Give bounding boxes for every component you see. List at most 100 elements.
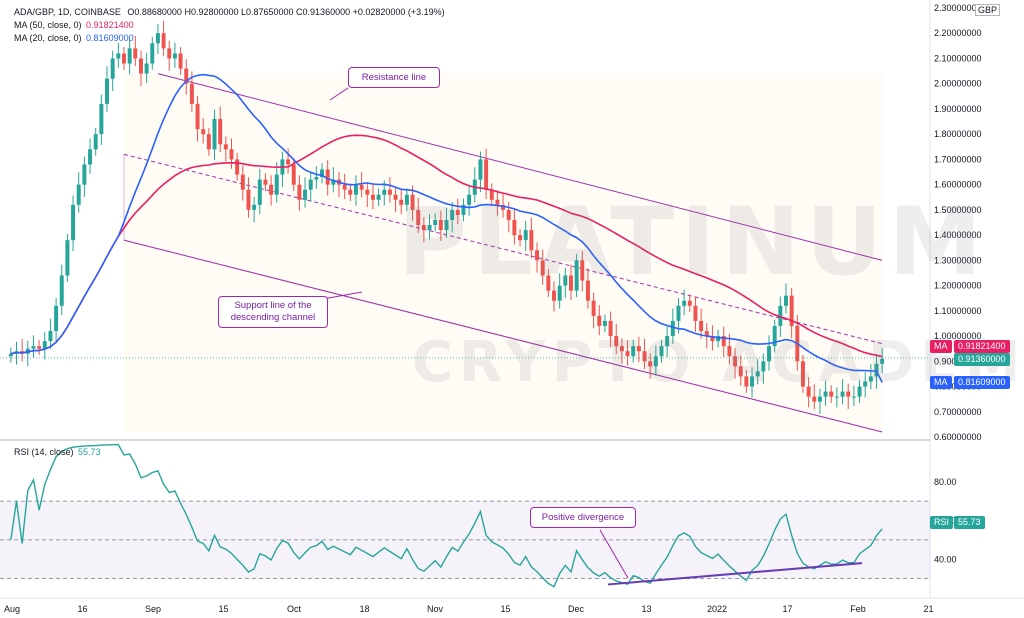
- symbol-legend: ADA/GBP, 1D, COINBASE O0.88680000 H0.928…: [14, 6, 445, 18]
- candle-body: [817, 396, 822, 402]
- time-tick-label: 17: [782, 604, 792, 614]
- time-tick-label: 2022: [707, 604, 727, 614]
- candle-body: [59, 275, 64, 306]
- ma50-legend-value: 0.91821400: [86, 20, 134, 30]
- candle-body: [501, 204, 506, 210]
- candle-body: [614, 336, 619, 347]
- candle-body: [880, 358, 885, 364]
- candle-body: [868, 376, 873, 382]
- candle-body: [738, 366, 743, 377]
- candle-body: [682, 300, 687, 306]
- candle-body: [597, 315, 602, 326]
- rsi-legend-label: RSI (14, close): [14, 447, 74, 457]
- candle-body: [574, 260, 579, 291]
- candle-body: [48, 331, 53, 342]
- candle-body: [580, 260, 585, 281]
- candle-body: [161, 33, 166, 49]
- candle-body: [246, 189, 251, 210]
- time-tick-label: Nov: [427, 604, 444, 614]
- candle-body: [184, 68, 189, 84]
- candle-body: [223, 144, 228, 150]
- candle-body: [512, 219, 517, 236]
- candle-body: [778, 305, 783, 326]
- price-badge: 0.91360000: [954, 353, 1010, 366]
- time-tick-label: 15: [218, 604, 228, 614]
- candle-body: [495, 199, 500, 205]
- candle-body: [676, 305, 681, 321]
- candle-body: [687, 300, 692, 306]
- candle-body: [37, 346, 42, 349]
- candle-body: [699, 320, 704, 332]
- candle-body: [755, 371, 760, 377]
- ma20-badge: 0.81609000: [954, 376, 1010, 389]
- ma50-line: [10, 134, 883, 358]
- support-line: [123, 239, 883, 433]
- price-tick-label: 2.00000000: [934, 79, 982, 89]
- candle-body: [812, 396, 817, 402]
- candle-body: [116, 53, 121, 59]
- candle-body: [393, 194, 398, 200]
- candle-body: [353, 184, 358, 195]
- candle-body: [563, 275, 568, 286]
- candle-body: [235, 159, 240, 175]
- time-tick-label: 21: [923, 604, 933, 614]
- price-tick-label: 1.20000000: [934, 281, 982, 291]
- candle-body: [365, 189, 370, 195]
- price-tick-label: 1.30000000: [934, 255, 982, 265]
- candle-body: [410, 194, 415, 210]
- candle-body: [591, 300, 596, 316]
- candle-body: [291, 164, 296, 185]
- candle-body: [93, 134, 98, 150]
- candle-body: [206, 134, 211, 150]
- candle-body: [704, 331, 709, 337]
- candle-body: [122, 53, 126, 64]
- candle-body: [518, 235, 523, 241]
- candle-body: [269, 184, 274, 195]
- time-tick-label: 13: [641, 604, 651, 614]
- candle-body: [489, 189, 494, 200]
- candle-body: [863, 381, 868, 387]
- divergence-callout: Positive divergence: [530, 507, 636, 528]
- resistance-line: [157, 73, 883, 261]
- candle-body: [416, 209, 421, 226]
- watermark-line2: CRYPTO ACADEMY: [412, 330, 1024, 395]
- candle-body: [399, 199, 404, 205]
- candle-body: [99, 103, 104, 135]
- ma20-line: [10, 73, 883, 383]
- candle-body: [376, 194, 381, 200]
- candle-body: [665, 336, 670, 347]
- candle-body: [636, 346, 641, 352]
- candle-body: [82, 164, 87, 185]
- price-tick-label: 2.30000000: [934, 3, 982, 13]
- candle-body: [467, 194, 472, 205]
- candle-body: [110, 58, 115, 79]
- candle-body: [444, 219, 449, 231]
- candle-body: [325, 169, 330, 185]
- candles: [8, 20, 885, 415]
- currency-label[interactable]: GBP: [974, 4, 1000, 16]
- candle-body: [155, 33, 160, 44]
- candle-body: [201, 129, 206, 135]
- divergence-leader: [599, 529, 629, 579]
- candle-body: [733, 356, 738, 367]
- candle-body: [450, 209, 455, 220]
- candle-body: [359, 184, 364, 190]
- candle-body: [608, 320, 613, 337]
- rsi-badge: 55.73: [954, 516, 985, 529]
- ohlc-values: O0.88680000 H0.92800000 L0.87650000 C0.9…: [127, 7, 445, 17]
- candle-body: [320, 169, 325, 178]
- candle-body: [540, 260, 545, 276]
- price-tick-label: 2.10000000: [934, 53, 982, 63]
- candle-body: [427, 225, 432, 231]
- candle-body: [710, 336, 715, 342]
- candle-body: [167, 48, 172, 59]
- candle-body: [851, 396, 856, 398]
- candle-body: [421, 225, 426, 231]
- candle-body: [76, 184, 81, 205]
- candle-body: [382, 189, 387, 195]
- candle-body: [274, 174, 279, 195]
- rsi-tick-label: 80.00: [934, 477, 957, 487]
- candle-body: [105, 78, 109, 104]
- candle-body: [523, 230, 528, 241]
